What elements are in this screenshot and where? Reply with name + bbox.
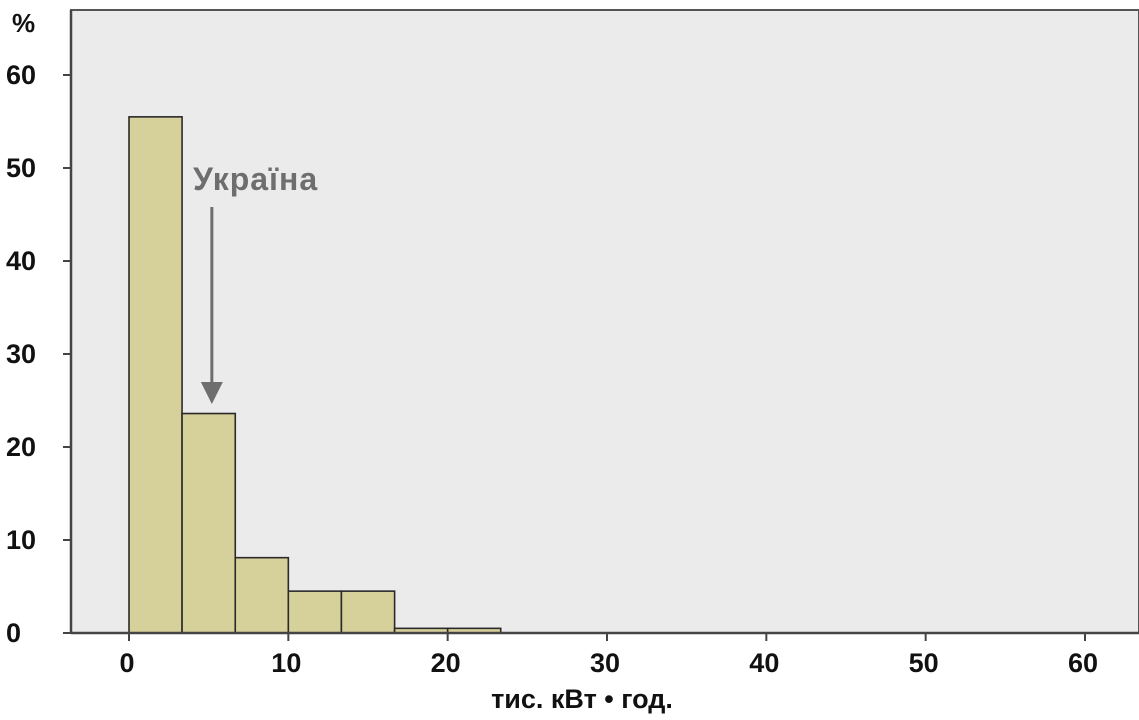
- x-tick-label-50: 50: [909, 648, 939, 678]
- annotation-arrow-head: [200, 382, 223, 404]
- y-tick-label-10: 10: [6, 525, 36, 555]
- histogram-bar-4: [287, 590, 343, 634]
- x-tick-label-60: 60: [1068, 648, 1098, 678]
- y-tick-label-30: 30: [6, 339, 36, 369]
- x-tick-label-30: 30: [590, 648, 620, 678]
- y-axis-unit-label: %: [12, 8, 35, 38]
- histogram-bar-1: [128, 116, 183, 634]
- plot-background: [70, 9, 1139, 634]
- y-ticks-layer: 0 10 20 30 40 50 60: [6, 60, 71, 648]
- x-tick-label-40: 40: [749, 648, 779, 678]
- annotation-layer: Україна: [193, 161, 318, 404]
- y-tick-label-60: 60: [6, 60, 36, 90]
- histogram-bar-3: [234, 556, 290, 634]
- x-ticks-layer: 0 10 20 30 40 50 60: [119, 633, 1098, 678]
- histogram-bar-5: [340, 590, 396, 634]
- annotation-label: Україна: [193, 161, 318, 197]
- y-tick-label-20: 20: [6, 432, 36, 462]
- x-tick-label-10: 10: [271, 648, 301, 678]
- y-tick-label-50: 50: [6, 153, 36, 183]
- y-tick-label-40: 40: [6, 246, 36, 276]
- x-tick-label-0: 0: [119, 648, 134, 678]
- y-tick-label-0: 0: [6, 618, 21, 648]
- x-axis-title: тис. кВт • год.: [491, 684, 673, 714]
- x-tick-label-20: 20: [431, 648, 461, 678]
- histogram-bar-2: [181, 412, 237, 634]
